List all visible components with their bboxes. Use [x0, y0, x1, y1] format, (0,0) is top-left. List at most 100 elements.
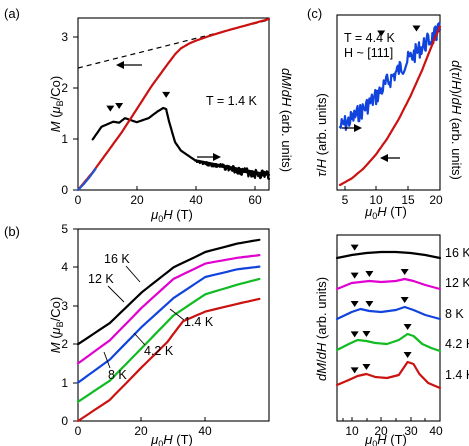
panel-a-xticks: 0 20 40 60: [75, 186, 262, 207]
panel-c-arrow-right: [342, 124, 362, 132]
panel-d-label-16k: 16 K: [445, 246, 469, 260]
panel-a-ytick-3: 3: [61, 30, 68, 44]
panel-a-ytick-2: 2: [61, 81, 68, 95]
panel-d-peak-marker: [350, 367, 359, 374]
panel-b-label-12k: 12 K: [88, 272, 114, 286]
panel-c-torque-curve: [338, 25, 442, 187]
panel-c-peak-markers: [377, 25, 421, 37]
panel-d-curve-4-2k: [335, 332, 442, 353]
svg-text:4: 4: [61, 260, 68, 274]
panel-b-curve-12k: [76, 254, 261, 365]
panel-a-xtick-20: 20: [130, 193, 144, 207]
panel-d-curve-1-4k: [335, 360, 442, 390]
panel-a-ylabel-right: dM/dH (arb. units): [279, 68, 294, 172]
panel-b-xlabel: μ0H (T): [150, 432, 193, 446]
svg-text:20: 20: [429, 193, 443, 207]
panel-b-ylabel: M (μB/Co): [48, 297, 65, 354]
panel-b-frame: [77, 228, 270, 422]
svg-text:5: 5: [61, 222, 68, 236]
panel-a-xtick-0: 0: [75, 193, 82, 207]
panel-a-peak-marker: [106, 105, 115, 112]
panel-a-temperature: T = 1.4 K: [206, 94, 258, 108]
panel-c: (c) 5 10 15 20 τ/H (arb. units) d(τ/H)/d…: [307, 6, 464, 221]
panel-c-ylabel: τ/H (arb. units): [314, 93, 329, 177]
panel-b-curve-4-2k: [76, 277, 261, 403]
panel-b-curve-8k: [76, 265, 261, 384]
panel-d-peak-marker: [365, 271, 374, 277]
panel-d-xlabel: μ0H (T): [364, 432, 407, 446]
panel-d-xticks: 10 20 30 40: [342, 417, 443, 438]
panel-d-peak-marker: [362, 331, 371, 337]
panel-d-curve-12k: [335, 277, 442, 291]
panel-c-xticks: 5 10 15 20: [342, 186, 443, 207]
svg-text:10: 10: [345, 424, 359, 438]
panel-b-label-4-2k: 4.2 K: [144, 344, 174, 358]
svg-text:10: 10: [369, 193, 383, 207]
panel-c-temperature: T = 4.4 K: [344, 31, 396, 45]
panel-d-peak-marker: [350, 301, 359, 307]
panel-c-letter: (c): [307, 6, 322, 21]
panel-c-derivative-curve: [338, 21, 442, 131]
panel-b: (b) 0 1 2 3 4 5 0 20 40 M (μB/Co) μ0H (T…: [4, 222, 270, 446]
panel-a-xlabel: μ0H (T): [150, 207, 193, 224]
svg-text:20: 20: [134, 424, 148, 438]
panel-d-peak-marker: [350, 331, 359, 338]
panel-b-label-16k: 16 K: [104, 252, 130, 266]
panel-a-frame: [77, 17, 270, 191]
panel-d-peak-marker: [362, 364, 371, 370]
panel-b-letter: (b): [4, 224, 20, 239]
panel-d-peak-marker: [365, 301, 374, 307]
svg-text:30: 30: [404, 424, 418, 438]
panel-d-peak-markers: [350, 244, 412, 374]
svg-text:40: 40: [429, 424, 443, 438]
panel-d-peak-marker: [400, 269, 409, 275]
panel-a-letter: (a): [4, 6, 20, 21]
panel-a-low-field-curve: [76, 167, 97, 192]
panel-c-peak-marker: [377, 30, 386, 37]
panel-c-xlabel: μ0H (T): [364, 204, 407, 221]
panel-d-peak-marker: [403, 352, 412, 358]
svg-text:5: 5: [342, 193, 349, 207]
panel-a-xtick-40: 40: [189, 193, 203, 207]
svg-text:0: 0: [75, 424, 82, 438]
panel-c-direction: H ~ [111]: [344, 46, 393, 60]
panel-d-frame: [336, 234, 441, 422]
panel-a: (a) 0 1 2 3 0 20 40 60 M (μB/Co) dM/dH (…: [4, 6, 294, 224]
panel-c-peak-marker: [412, 25, 421, 32]
svg-text:1: 1: [61, 376, 68, 390]
panel-d-peak-marker: [400, 297, 409, 303]
panel-d-peak-marker: [350, 272, 359, 279]
panel-a-dmdh-curve: [91, 106, 271, 180]
panel-d-label-4-2k: 4.2 K: [445, 337, 469, 351]
panel-d-peak-marker: [403, 324, 412, 330]
panel-a-peak-markers: [106, 91, 171, 112]
svg-text:2: 2: [61, 337, 68, 351]
panel-a-arrow-right: [197, 153, 221, 161]
svg-text:0: 0: [61, 414, 68, 428]
panel-d-curve-16k: [335, 250, 442, 260]
panel-a-ytick-1: 1: [61, 132, 68, 146]
svg-text:40: 40: [198, 424, 212, 438]
svg-text:15: 15: [401, 193, 415, 207]
svg-text:20: 20: [374, 424, 388, 438]
panel-a-yticks: 0 1 2 3: [61, 30, 78, 197]
panel-a-ylabel: M (μB/Co): [48, 76, 65, 133]
panel-d-ylabel: dM/dH (arb. units): [314, 277, 329, 381]
panel-d-label-8k: 8 K: [445, 307, 464, 321]
panel-a-magnetization-curve: [76, 17, 271, 192]
panel-d-peak-marker: [350, 244, 359, 251]
panel-b-xticks: 0 20 40: [75, 417, 212, 438]
panel-a-peak-marker: [162, 91, 171, 98]
panel-b-label-1-4k: 1.4 K: [184, 315, 214, 329]
panel-c-arrow-left: [380, 154, 400, 162]
panel-b-curve-1-4k: [76, 297, 261, 423]
panel-d-label-12k: 12 K: [445, 276, 469, 290]
panel-b-curve-16k: [76, 238, 261, 346]
panel-b-label-8k: 8 K: [108, 368, 127, 382]
svg-text:3: 3: [61, 299, 68, 313]
panel-c-frame: [336, 14, 441, 191]
panel-a-ytick-0: 0: [61, 183, 68, 197]
panel-c-ylabel-right: d(τ/H)/dH (arb. units): [449, 60, 464, 180]
panel-a-peak-marker: [115, 103, 124, 110]
